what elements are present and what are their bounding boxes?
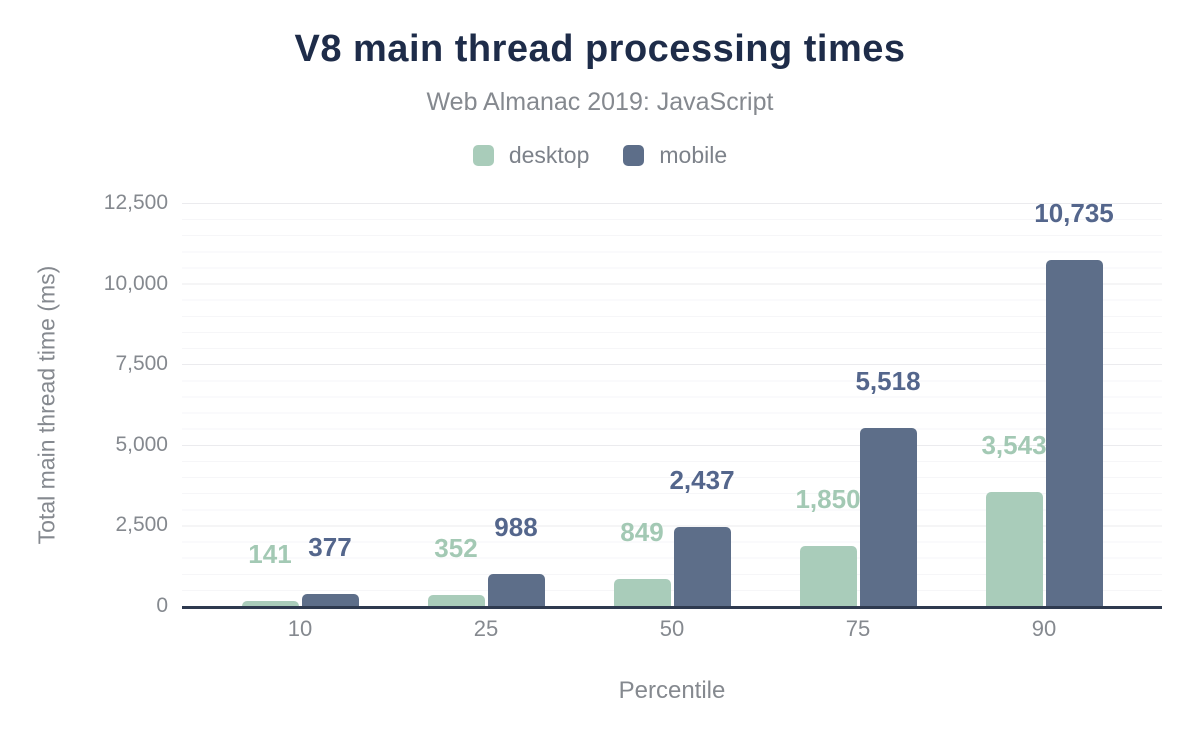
bar-group-75: 1,850 5,518 [795, 203, 921, 606]
bar-desktop-75[interactable] [799, 546, 857, 606]
bar-value-label-mobile-10: 377 [308, 531, 352, 562]
x-tick-10: 10 [287, 616, 313, 641]
bar-mobile-75[interactable] [859, 428, 917, 606]
bar-group-50: 849 2,437 [613, 203, 735, 606]
y-tick-5,000: 5,000 [115, 432, 168, 456]
bar-value-label-desktop-75: 1,850 [795, 484, 861, 515]
y-tick-0: 0 [156, 594, 168, 617]
bar-value-label-mobile-75: 5,518 [855, 366, 921, 397]
x-axis-ticks: 10 25 50 75 90 [182, 616, 1162, 642]
y-axis-ticks: 0 2,500 5,000 7,500 10,000 12,500 [0, 191, 168, 617]
bar-group-25: 352 988 [427, 203, 545, 606]
x-tick-90: 90 [1031, 616, 1057, 641]
bar-slot-desktop-90: 3,543 [981, 203, 1047, 606]
bar-group-90: 3,543 10,735 [981, 198, 1114, 606]
plot-area: 141 377 352 988 849 2,437 1,850 5,518 3,543 10,73… [182, 198, 1162, 609]
bar-value-label-mobile-25: 988 [494, 512, 538, 543]
bar-mobile-50[interactable] [673, 527, 731, 606]
legend-label-mobile: mobile [659, 142, 728, 168]
bar-slot-mobile-75: 5,518 [855, 203, 921, 606]
bar-value-label-mobile-90: 10,735 [1034, 197, 1114, 228]
x-tick-75: 75 [845, 616, 871, 641]
bar-value-label-desktop-25: 352 [434, 532, 478, 563]
chart-subtitle: Web Almanac 2019: JavaScript [426, 88, 774, 116]
bar-mobile-10[interactable] [301, 593, 359, 606]
desktop-swatch-icon [472, 145, 494, 166]
y-tick-7,500: 7,500 [115, 352, 168, 376]
bar-slot-desktop-25: 352 [427, 203, 485, 606]
bar-value-label-mobile-50: 2,437 [669, 465, 735, 496]
x-tick-25: 25 [473, 616, 499, 641]
bar-slot-mobile-10: 377 [301, 203, 359, 606]
bar-mobile-90[interactable] [1045, 259, 1103, 606]
y-tick-2,500: 2,500 [115, 513, 168, 537]
y-tick-12,500: 12,500 [103, 191, 168, 214]
bar-groups: 141 377 352 988 849 2,437 1,850 5,518 3,543 10,73… [182, 198, 1162, 606]
bar-slot-mobile-90: 10,735 [1034, 198, 1114, 606]
bar-desktop-90[interactable] [985, 491, 1043, 606]
bar-slot-desktop-10: 141 [241, 203, 299, 606]
legend-item-desktop[interactable]: desktop [472, 142, 590, 169]
legend: desktop mobile [0, 142, 1200, 169]
legend-label-desktop: desktop [508, 142, 590, 168]
bar-group-10: 141 377 [241, 203, 359, 606]
y-tick-10,000: 10,000 [103, 271, 168, 295]
bar-desktop-50[interactable] [613, 578, 671, 606]
bar-value-label-desktop-50: 849 [620, 516, 664, 547]
bar-mobile-25[interactable] [487, 574, 545, 606]
bar-slot-desktop-75: 1,850 [795, 203, 861, 606]
bar-value-label-desktop-10: 141 [248, 539, 292, 570]
bar-value-label-desktop-90: 3,543 [981, 429, 1047, 460]
bar-desktop-25[interactable] [427, 594, 485, 606]
x-tick-50: 50 [659, 616, 685, 641]
bar-desktop-10[interactable] [241, 601, 299, 606]
bar-slot-mobile-50: 2,437 [669, 203, 735, 606]
chart-title: V8 main thread processing times [294, 28, 906, 70]
mobile-swatch-icon [623, 145, 645, 166]
x-axis-title: Percentile [618, 677, 726, 704]
bar-slot-desktop-50: 849 [613, 203, 671, 606]
legend-item-mobile[interactable]: mobile [623, 142, 727, 169]
bar-slot-mobile-25: 988 [487, 203, 545, 606]
